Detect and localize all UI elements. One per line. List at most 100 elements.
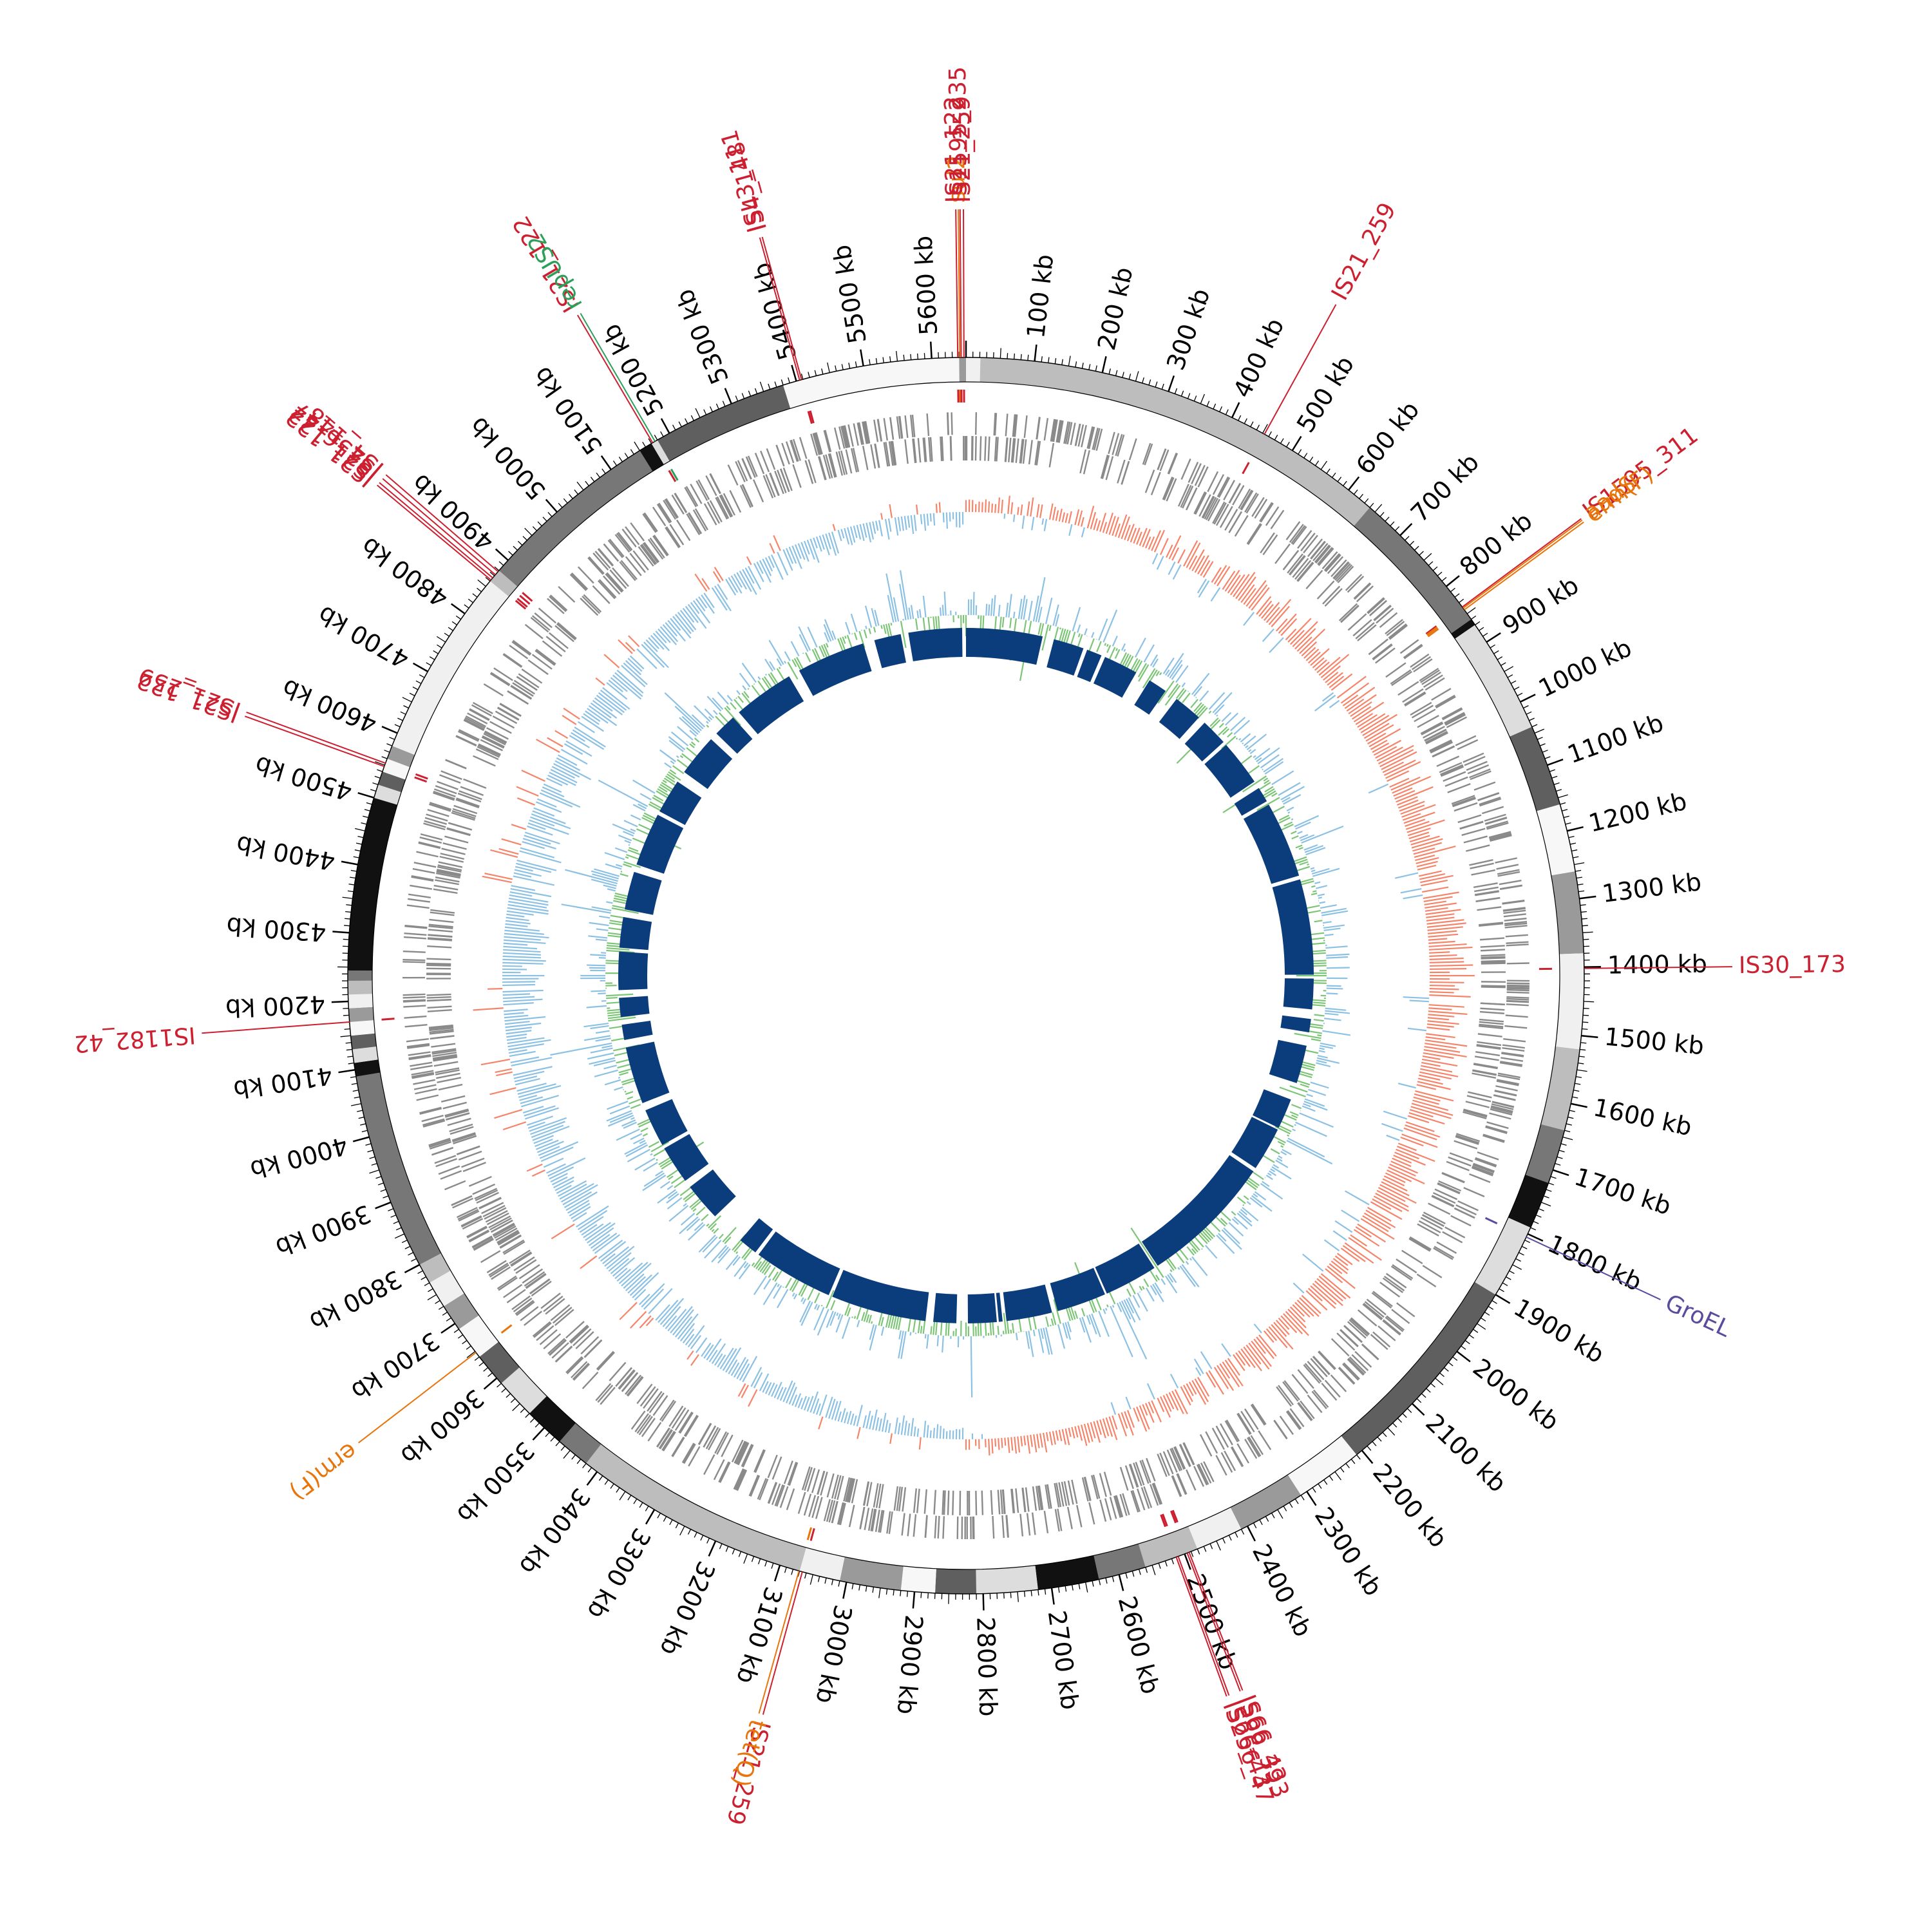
cds-feature bbox=[941, 436, 944, 461]
cds-feature bbox=[1473, 1162, 1495, 1172]
scale-tick bbox=[1423, 553, 1432, 561]
gc-content-bar bbox=[1155, 670, 1160, 677]
gc-content-bar bbox=[1168, 683, 1179, 698]
gc-content-bar bbox=[1088, 1314, 1097, 1335]
gc-content-bar bbox=[1216, 714, 1218, 717]
gc-skew-bar bbox=[1275, 1320, 1290, 1336]
gc-content-bar bbox=[885, 623, 890, 639]
cds-feature bbox=[577, 566, 594, 584]
gc-skew-bar bbox=[764, 557, 773, 572]
cds-feature bbox=[1486, 820, 1508, 829]
cds-feature bbox=[683, 1414, 698, 1437]
cds-feature bbox=[875, 1509, 880, 1532]
cds-feature bbox=[1506, 1003, 1529, 1007]
cds-feature bbox=[1115, 1495, 1124, 1517]
cds-feature bbox=[1074, 423, 1081, 446]
gc-skew-bar bbox=[1410, 1106, 1452, 1119]
gc-skew-bar bbox=[504, 939, 546, 944]
cds-feature bbox=[451, 1195, 473, 1206]
gc-skew-bar bbox=[562, 1184, 598, 1206]
gc-skew-bar bbox=[1390, 776, 1421, 791]
cds-feature bbox=[1296, 562, 1314, 582]
cds-feature bbox=[478, 743, 501, 755]
gc-skew-bar bbox=[1125, 1396, 1132, 1410]
scale-tick bbox=[419, 674, 425, 678]
scale-tick bbox=[1549, 769, 1555, 772]
gc-content-bar bbox=[608, 1016, 636, 1022]
cds-feature bbox=[735, 1469, 746, 1491]
scale-tick-label: 1500 kb bbox=[1603, 1022, 1705, 1060]
cds-feature bbox=[733, 1468, 744, 1490]
cds-feature bbox=[1493, 1094, 1516, 1101]
gc-skew-bar bbox=[1400, 804, 1425, 815]
scale-tick bbox=[1576, 876, 1582, 879]
scale-tick bbox=[1132, 1571, 1135, 1577]
cds-feature bbox=[1489, 832, 1511, 840]
gc-content-bar bbox=[784, 651, 791, 661]
cds-feature bbox=[1218, 477, 1231, 498]
cds-feature bbox=[669, 524, 685, 545]
gc-content-bar bbox=[778, 667, 781, 670]
gc-skew-bar bbox=[1415, 854, 1435, 862]
blast-hit-block bbox=[1269, 1039, 1307, 1083]
gc-skew-bar bbox=[1428, 933, 1459, 938]
blast-hit-block bbox=[933, 1293, 958, 1323]
cds-feature bbox=[883, 442, 889, 467]
gc-content-bar bbox=[591, 878, 617, 887]
gc-skew-bar bbox=[527, 825, 553, 836]
gc-skew-bar bbox=[1245, 580, 1267, 607]
contig-segment bbox=[1354, 507, 1472, 634]
gc-skew-bar bbox=[1039, 504, 1043, 518]
gc-content-bar bbox=[618, 1077, 621, 1079]
cds-feature bbox=[429, 1028, 454, 1034]
gc-content-bar bbox=[1251, 1195, 1273, 1212]
gc-skew-bar bbox=[1396, 786, 1434, 803]
cds-feature bbox=[1383, 1319, 1401, 1335]
cds-feature bbox=[1423, 674, 1443, 688]
scale-tick bbox=[1262, 424, 1268, 434]
cds-feature bbox=[469, 1230, 490, 1243]
cds-feature bbox=[1474, 890, 1499, 896]
cds-feature bbox=[512, 639, 532, 655]
cds-feature bbox=[1379, 612, 1398, 628]
scale-tick bbox=[663, 1516, 667, 1522]
scale-tick bbox=[630, 449, 634, 455]
gc-skew-bar bbox=[1394, 790, 1416, 800]
scale-tick bbox=[352, 1136, 370, 1142]
gc-skew-bar bbox=[602, 687, 630, 710]
gc-skew-bar bbox=[1080, 1425, 1088, 1446]
cds-feature bbox=[1066, 1506, 1073, 1530]
scale-tick bbox=[1200, 393, 1205, 404]
scale-tick bbox=[1203, 1546, 1207, 1552]
gc-skew-bar bbox=[1370, 739, 1388, 750]
cds-feature bbox=[1373, 605, 1392, 621]
gc-skew-bar bbox=[508, 1049, 527, 1054]
scale-tick bbox=[360, 1123, 366, 1126]
scale-tick bbox=[375, 761, 385, 766]
gc-skew-bar bbox=[1423, 891, 1459, 900]
gc-skew-bar bbox=[1105, 1417, 1113, 1437]
gc-skew-bar bbox=[1400, 1136, 1424, 1147]
gc-content-bar bbox=[743, 691, 750, 699]
cds-feature bbox=[913, 1488, 918, 1513]
gc-skew-bar bbox=[505, 1027, 532, 1032]
scale-tick bbox=[350, 876, 356, 879]
cds-feature bbox=[923, 1489, 927, 1514]
scale-tick bbox=[1581, 918, 1587, 920]
gc-content-bar bbox=[762, 1282, 778, 1305]
cds-feature bbox=[878, 1510, 884, 1533]
gc-content-bar bbox=[1264, 786, 1274, 793]
gc-content-bar bbox=[587, 964, 606, 967]
gc-content-bar bbox=[1191, 1256, 1208, 1276]
scale-tick bbox=[619, 1491, 626, 1501]
gc-skew-bar bbox=[1393, 1154, 1412, 1164]
scale-tick bbox=[657, 1513, 661, 1519]
gc-skew-bar bbox=[547, 774, 569, 786]
cds-feature bbox=[462, 1161, 486, 1172]
cds-feature bbox=[565, 1356, 583, 1374]
gc-skew-bar bbox=[1405, 820, 1430, 830]
gc-content-bar bbox=[1311, 885, 1316, 888]
cds-feature bbox=[1012, 438, 1016, 463]
gc-skew-bar bbox=[1405, 1121, 1435, 1132]
gc-skew-bar bbox=[1027, 501, 1030, 516]
